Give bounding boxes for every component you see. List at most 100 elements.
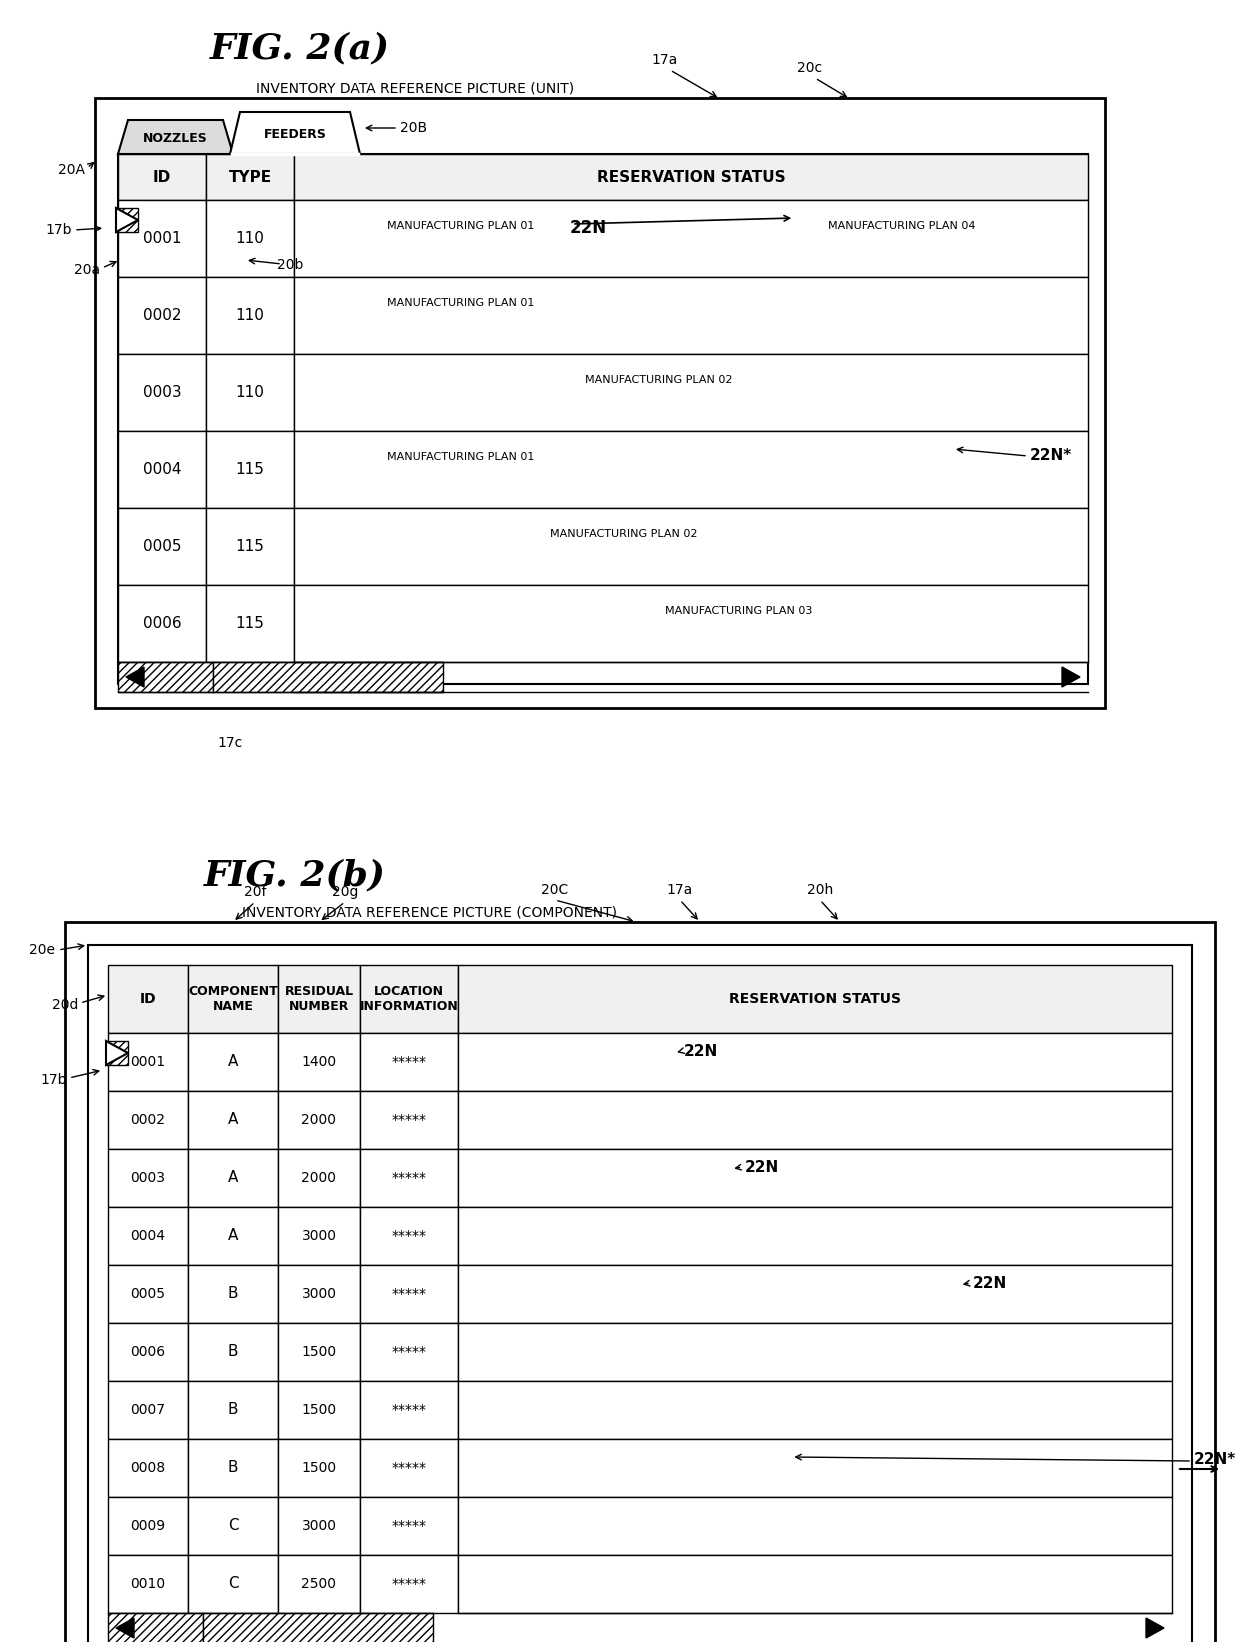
Text: *****: ***** [392, 1056, 427, 1069]
Bar [206, 355, 294, 430]
Bar [108, 965, 188, 1033]
Bar [701, 1333, 858, 1353]
Bar [294, 277, 1087, 355]
Text: 0001: 0001 [130, 1056, 166, 1069]
Bar [360, 965, 458, 1033]
Polygon shape [1061, 667, 1080, 686]
Text: RESERVATION STATUS: RESERVATION STATUS [729, 992, 901, 1007]
Text: MANUFACTURING PLAN 02: MANUFACTURING PLAN 02 [585, 374, 733, 384]
Bar [360, 1381, 458, 1438]
Bar [278, 1555, 360, 1612]
Text: C: C [228, 1519, 238, 1534]
Text: B: B [228, 1402, 238, 1417]
Text: 0008: 0008 [130, 1461, 166, 1475]
Bar [458, 1555, 1172, 1612]
Bar [310, 210, 611, 235]
Bar [118, 585, 206, 662]
Text: 3000: 3000 [301, 1228, 336, 1243]
Bar [206, 585, 294, 662]
Text: 1500: 1500 [301, 1461, 336, 1475]
Text: 110: 110 [236, 384, 264, 401]
Bar [88, 946, 1192, 1642]
Text: MANUFACTURING PLAN 04: MANUFACTURING PLAN 04 [827, 220, 975, 230]
Bar [294, 507, 1087, 585]
Bar [458, 1498, 1172, 1555]
Text: 0006: 0006 [130, 1345, 166, 1360]
Text: 20h: 20h [807, 883, 833, 897]
Bar [117, 209, 138, 232]
Bar [532, 594, 945, 619]
Text: 0003: 0003 [143, 384, 181, 401]
Text: 17a: 17a [667, 883, 693, 897]
Bar [360, 1323, 458, 1381]
Bar [206, 200, 294, 277]
Text: *****: ***** [392, 1228, 427, 1243]
Text: 2000: 2000 [301, 1113, 336, 1126]
Text: 17b: 17b [41, 1072, 67, 1087]
Bar [188, 1090, 278, 1149]
Bar [188, 1438, 278, 1498]
Text: A: A [228, 1113, 238, 1128]
Text: *****: ***** [392, 1402, 427, 1417]
Bar [118, 154, 206, 200]
Text: FEEDERS: FEEDERS [264, 128, 326, 141]
Text: 2000: 2000 [301, 1171, 336, 1186]
Text: A: A [228, 1228, 238, 1243]
Text: A: A [228, 1171, 238, 1186]
Bar [294, 430, 1087, 507]
Text: 0005: 0005 [143, 539, 181, 553]
Text: 115: 115 [236, 539, 264, 553]
Text: TYPE: TYPE [228, 169, 272, 184]
Bar [472, 1043, 672, 1062]
Text: 0004: 0004 [130, 1228, 165, 1243]
Bar [108, 1264, 188, 1323]
Text: A: A [228, 1054, 238, 1069]
Bar [360, 1555, 458, 1612]
Bar [64, 923, 1215, 1642]
Text: 2500: 2500 [301, 1576, 336, 1591]
Text: 22N*: 22N* [1030, 448, 1073, 463]
Bar [587, 1217, 729, 1236]
Text: 20B: 20B [401, 122, 427, 135]
Text: INVENTORY DATA REFERENCE PICTURE (UNIT): INVENTORY DATA REFERENCE PICTURE (UNIT) [255, 80, 574, 95]
Bar [108, 1323, 188, 1381]
Bar [108, 1149, 188, 1207]
Bar [278, 965, 360, 1033]
Bar [108, 1438, 188, 1498]
Polygon shape [1146, 1617, 1164, 1639]
Bar [278, 1033, 360, 1090]
Text: 0004: 0004 [143, 461, 181, 476]
Bar [118, 154, 1087, 685]
Bar [360, 1207, 458, 1264]
Text: 0010: 0010 [130, 1576, 166, 1591]
Bar [795, 210, 1008, 235]
Bar [278, 1438, 360, 1498]
Bar [206, 430, 294, 507]
Text: NOZZLES: NOZZLES [143, 133, 208, 146]
Bar [758, 1274, 957, 1296]
Text: 3000: 3000 [301, 1519, 336, 1534]
Text: 20f: 20f [244, 885, 267, 900]
Bar [278, 1381, 360, 1438]
Text: 20e: 20e [29, 943, 55, 957]
Text: 110: 110 [236, 309, 264, 323]
Bar [278, 1090, 360, 1149]
Bar [278, 1323, 360, 1381]
Bar [108, 1381, 188, 1438]
Text: 22N*: 22N* [1194, 1452, 1236, 1466]
Bar [360, 1149, 458, 1207]
Text: MANUFACTURING PLAN 02: MANUFACTURING PLAN 02 [549, 529, 697, 539]
Text: 20c: 20c [797, 61, 822, 76]
Text: 115: 115 [236, 616, 264, 631]
Bar [213, 662, 443, 691]
Text: 0003: 0003 [130, 1171, 165, 1186]
Bar [458, 1090, 1172, 1149]
Bar [458, 1149, 1172, 1207]
Text: ID: ID [153, 169, 171, 184]
Text: *****: ***** [392, 1576, 427, 1591]
Text: 3000: 3000 [301, 1287, 336, 1300]
Bar [360, 1438, 458, 1498]
Bar [108, 1612, 203, 1642]
Text: MANUFACTURING PLAN 01: MANUFACTURING PLAN 01 [387, 220, 534, 230]
Bar [118, 355, 206, 430]
